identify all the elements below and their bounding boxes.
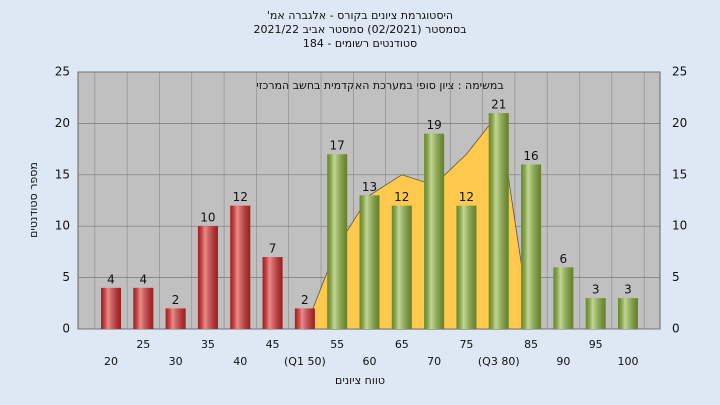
y-tick-label: 25 [55,65,70,79]
value-label: 19 [426,118,441,132]
y2-tick-label: 0 [672,322,680,336]
value-label: 12 [394,190,409,204]
x-tick-label: 95 [589,338,603,351]
value-label: 12 [233,190,248,204]
value-label: 12 [459,190,474,204]
annotation: במשימה : ציון סופי במערכת האקדמית בחשב ה… [256,79,504,92]
y-tick-label: 20 [55,116,70,130]
x-tick-label: 100 [618,355,639,368]
bar-shade [585,298,606,329]
bar-shade [294,308,315,329]
bar-shade [262,257,283,329]
bar-shade [165,308,186,329]
x-tick-label: (Q1 50) [284,355,326,368]
y-axis-label: מספר סטודנטים [27,162,40,238]
bar-shade [359,195,380,329]
x-tick-label: 90 [556,355,570,368]
bar-shade [488,113,509,330]
y-tick-label: 10 [55,219,70,233]
x-tick-label: 65 [395,338,409,351]
y2-tick-label: 20 [672,116,687,130]
value-label: 2 [172,293,180,307]
x-tick-label: (Q3 80) [478,355,520,368]
bar-shade [101,287,121,329]
x-tick-label: 70 [427,355,441,368]
value-label: 17 [330,139,345,153]
title-line: 'היסטוגרמת ציונים בקורס - אלגברה אמ [267,9,453,22]
value-label: 4 [107,272,115,286]
value-label: 21 [491,98,506,112]
bar-shade [230,205,251,329]
x-tick-label: 45 [266,338,280,351]
x-tick-label: 20 [104,355,118,368]
x-tick-label: 75 [459,338,473,351]
y2-tick-label: 10 [672,219,687,233]
bar-shade [618,298,638,329]
bar-shade [424,133,445,329]
y-tick-label: 5 [62,270,70,284]
x-tick-label: 40 [233,355,247,368]
value-label: 3 [592,283,600,297]
x-tick-label: 35 [201,338,215,351]
title-line: בסמסטר (02/2021) סמסטר אביב 2021/22 [253,23,466,36]
value-label: 16 [523,149,538,163]
bar-shade [391,205,412,329]
bar-shade [456,205,477,329]
bar-shade [327,154,348,329]
x-tick-label: 25 [136,338,150,351]
y2-tick-label: 25 [672,65,687,79]
y-tick-label: 15 [55,167,70,181]
y-tick-label: 0 [62,322,70,336]
x-tick-label: 55 [330,338,344,351]
value-label: 2 [301,293,309,307]
value-label: 7 [269,242,277,256]
y2-tick-label: 5 [672,270,680,284]
value-label: 10 [200,211,215,225]
x-tick-label: 85 [524,338,538,351]
x-tick-label: 30 [169,355,183,368]
x-axis-label: טווח ציונים [335,374,385,387]
value-label: 3 [624,283,632,297]
bar-shade [553,267,574,329]
x-tick-label: 60 [363,355,377,368]
bar-shade [521,164,542,329]
value-label: 4 [139,272,147,286]
bar-shade [197,226,218,329]
bar-shade [133,287,154,329]
value-label: 13 [362,180,377,194]
title-line: סטודנטים רשומים - 184 [303,37,417,50]
y2-tick-label: 15 [672,167,687,181]
value-label: 6 [560,252,568,266]
